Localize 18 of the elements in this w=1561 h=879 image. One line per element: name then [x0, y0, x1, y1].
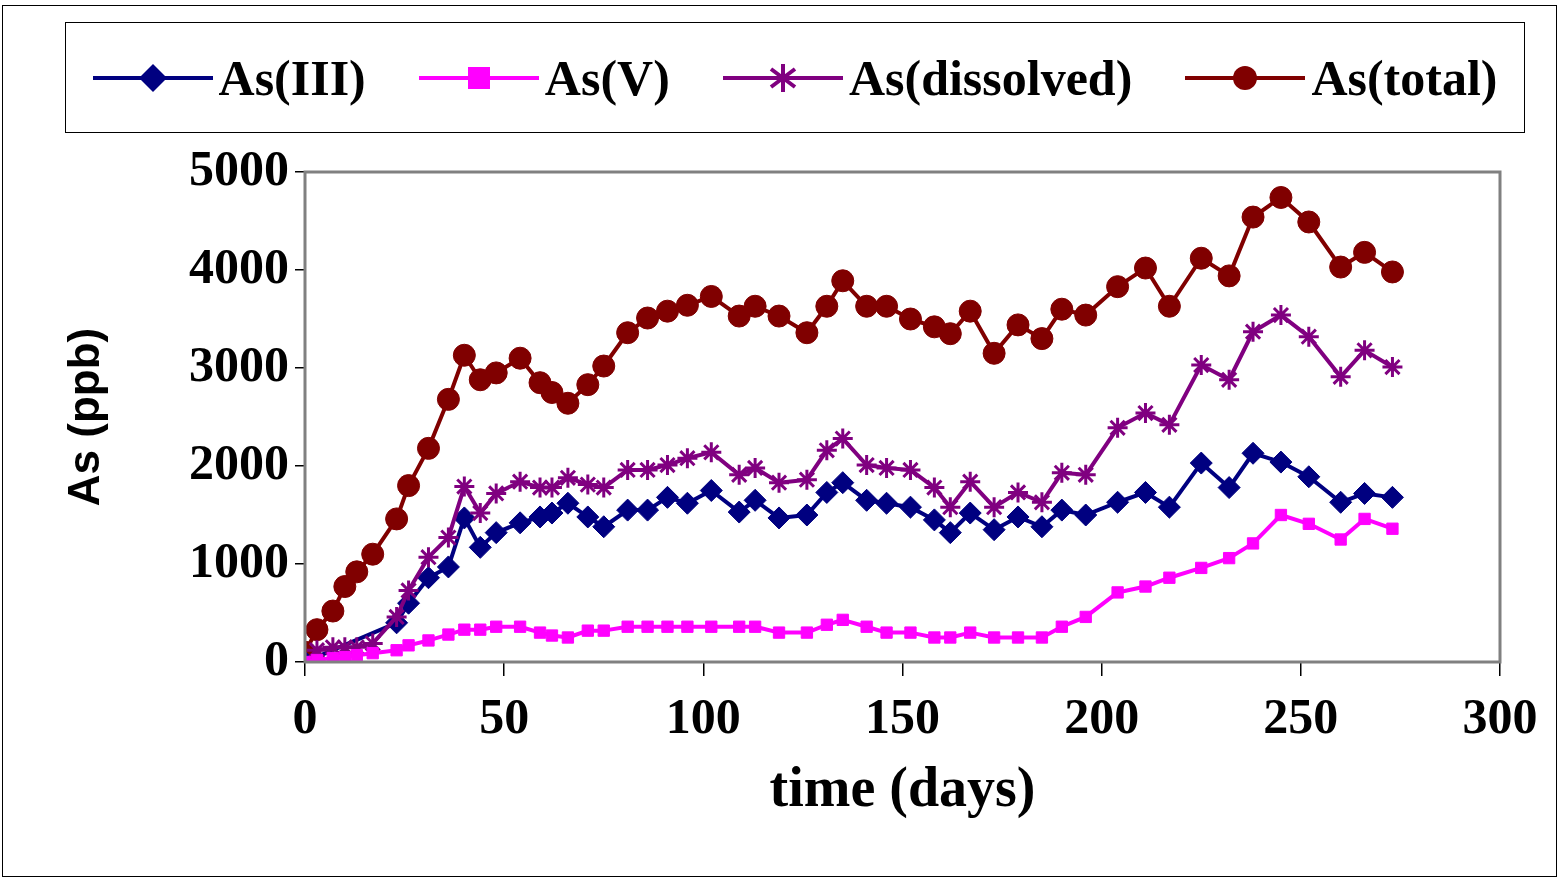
y-tick-label: 3000 [189, 335, 289, 392]
x-tick-label: 200 [1064, 687, 1140, 744]
y-tick-label: 5000 [189, 139, 289, 196]
y-tick-label: 1000 [189, 531, 289, 588]
x-tick-label: 50 [479, 687, 530, 744]
legend-label: As(V) [544, 48, 670, 107]
x-axis-title: time (days) [769, 755, 1036, 819]
x-tick-label: 300 [1462, 687, 1538, 744]
x-tick-label: 100 [665, 687, 741, 744]
y-tick-label: 0 [264, 629, 289, 686]
y-tick-label: 2000 [189, 433, 289, 490]
y-tick-label: 4000 [189, 237, 289, 294]
y-axis-title: As (ppb) [58, 327, 108, 507]
x-tick-label: 250 [1263, 687, 1339, 744]
legend-label: As(III) [218, 48, 366, 107]
legend-label: As(total) [1311, 48, 1498, 107]
x-tick-label: 150 [865, 687, 940, 744]
legend-label: As(dissolved) [848, 48, 1133, 107]
